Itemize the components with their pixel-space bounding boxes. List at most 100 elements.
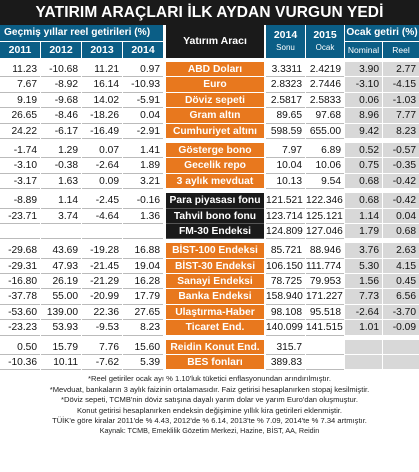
year-return-cell: -0.38 xyxy=(41,158,81,174)
year-return-cell: 0.50 xyxy=(0,340,40,356)
nominal-return-cell: 5.30 xyxy=(345,258,382,275)
year-header: 2013 xyxy=(82,42,122,58)
value-2015-cell xyxy=(306,340,344,356)
year-return-cell: -6.17 xyxy=(41,124,81,139)
value-2015-cell: 2.7446 xyxy=(306,77,344,93)
instrument-name: Sanayi Endeksi xyxy=(166,274,264,290)
year-return-cell: -23.23 xyxy=(0,320,40,336)
table-row: 0.50 15.79 7.76 15.60 Reidin Konut End. 315.7 xyxy=(0,339,419,356)
year-return-cell: -8.92 xyxy=(41,77,81,93)
nominal-return-cell: 0.06 xyxy=(345,92,382,109)
year-return-cell: 1.41 xyxy=(123,143,163,159)
value-2014-cell: 140.099 xyxy=(266,320,305,336)
footnotes: *Reel getiriler ocak ayı % 1.10'luk tüke… xyxy=(0,374,419,436)
instrument-name: Tahvil bono fonu xyxy=(166,208,264,224)
year-return-cell: -16.49 xyxy=(82,124,122,139)
year-return-cell: 11.21 xyxy=(82,62,122,78)
nominal-header: Nominal xyxy=(345,42,382,58)
instrument-name: BİST-30 Endeksi xyxy=(166,258,264,275)
year-return-cell: -9.53 xyxy=(82,320,122,336)
year-return-cell: 15.60 xyxy=(123,340,163,356)
real-return-cell: 2.63 xyxy=(383,243,419,259)
value-2014-cell: 123.714 xyxy=(266,209,305,224)
table-row: -53.60 139.00 22.36 27.65 Ulaştırma-Haber 98.… xyxy=(0,304,419,321)
real-return-cell: 2.77 xyxy=(383,62,419,78)
year-header: 2014 xyxy=(123,42,163,58)
year-return-cell: 7.76 xyxy=(82,340,122,356)
year-return-cell: -0.16 xyxy=(123,193,163,209)
year-return-cell: 9.19 xyxy=(0,93,40,109)
table-row: -23.71 3.74 -4.64 1.36 Tahvil bono fonu 123.7… xyxy=(0,208,419,224)
real-return-cell: 0.68 xyxy=(383,223,419,240)
source-note: Kaynak: TCMB, Emeklilik Gözetim Merkezi,… xyxy=(99,426,320,436)
year-return-cell: -16.80 xyxy=(0,274,40,290)
year-return-cell: 1.14 xyxy=(41,193,81,209)
nominal-return-cell: 3.76 xyxy=(345,243,382,259)
nominal-return-cell: 1.56 xyxy=(345,274,382,290)
footnote: *Mevduat, bankaların 3 aylık faizinin or… xyxy=(49,384,370,394)
real-return-cell: -4.15 xyxy=(383,77,419,93)
real-return-cell: -0.42 xyxy=(383,173,419,190)
year-return-cell: 10.11 xyxy=(41,355,81,371)
instrument-name: ABD Doları xyxy=(166,62,264,78)
nominal-return-cell: -3.10 xyxy=(345,77,382,93)
instrument-name: Gram altın xyxy=(166,108,264,124)
year-return-cell: -2.45 xyxy=(82,193,122,209)
col-2015-sub: Ocak xyxy=(315,43,335,52)
col-2014-label: 2014 xyxy=(273,29,298,41)
instrument-name: Reidin Konut End. xyxy=(166,339,264,356)
instrument-name: Cumhuriyet altını xyxy=(166,123,264,139)
year-return-cell: 55.00 xyxy=(41,289,81,305)
instrument-name: Döviz sepeti xyxy=(166,92,264,109)
year-return-cell: -10.36 xyxy=(0,355,40,371)
footnote: TÜİK'e göre kiralar 2011'de % 4.43, 2012… xyxy=(52,416,367,426)
table-row: -29.68 43.69 -19.28 16.88 BİST-100 Endeksi 85… xyxy=(0,243,419,259)
year-return-cell: 11.23 xyxy=(0,62,40,78)
year-return-cell: -8.89 xyxy=(0,193,40,209)
value-2015-cell: 6.89 xyxy=(306,143,344,159)
value-2014-cell: 121.521 xyxy=(266,193,305,209)
instrument-name: Ulaştırma-Haber xyxy=(166,304,264,321)
value-2014-cell: 3.3311 xyxy=(266,62,305,78)
real-return-cell: 0.04 xyxy=(383,208,419,224)
instrument-name: 3 aylık mevduat xyxy=(166,173,264,190)
value-2015-cell: 127.046 xyxy=(306,224,344,240)
year-return-cell: -21.29 xyxy=(82,274,122,290)
value-2015-cell: 122.346 xyxy=(306,193,344,209)
nominal-return-cell: 8.96 xyxy=(345,108,382,124)
year-return-cell: 1.29 xyxy=(41,143,81,159)
year-return-cell: -23.71 xyxy=(0,209,40,224)
year-return-cell: 26.19 xyxy=(41,274,81,290)
value-2015-cell: 88.946 xyxy=(306,243,344,259)
real-return-cell: 6.56 xyxy=(383,289,419,305)
col-2014-header: 2014 Sonu xyxy=(266,25,305,58)
table-row: -3.17 1.63 0.09 3.21 3 aylık mevduat 10.13 9.5… xyxy=(0,173,419,190)
year-return-cell: 47.93 xyxy=(41,259,81,275)
table-row: -1.74 1.29 0.07 1.41 Gösterge bono 7.97 6.89 0.… xyxy=(0,142,419,159)
instrument-header: Yatırım Aracı xyxy=(166,25,264,58)
table-group: -1.74 1.29 0.07 1.41 Gösterge bono 7.97 6.89 0.… xyxy=(0,142,419,190)
table-row: 24.22 -6.17 -16.49 -2.91 Cumhuriyet altını 59… xyxy=(0,123,419,139)
year-return-cell: -3.10 xyxy=(0,158,40,174)
real-return-cell: 4.15 xyxy=(383,258,419,275)
year-return-cell: -18.26 xyxy=(82,108,122,124)
value-2014-cell: 10.13 xyxy=(266,174,305,190)
value-2014-cell: 389.83 xyxy=(266,355,305,371)
year-return-cell: 0.97 xyxy=(123,62,163,78)
col-2014-sub: Sonu xyxy=(276,43,295,52)
value-2015-cell: 141.515 xyxy=(306,320,344,336)
table-group: -29.68 43.69 -19.28 16.88 BİST-100 Endeksi 85… xyxy=(0,243,419,336)
year-return-cell: -29.68 xyxy=(0,243,40,259)
instrument-name: Euro xyxy=(166,77,264,93)
year-return-cell: 1.36 xyxy=(123,209,163,224)
year-return-cell: 27.65 xyxy=(123,305,163,321)
year-return-cell: 0.07 xyxy=(82,143,122,159)
value-2015-cell: 655.00 xyxy=(306,124,344,139)
instrument-name: Gecelik repo xyxy=(166,158,264,174)
nominal-return-cell: 0.75 xyxy=(345,158,382,174)
year-return-cell: -37.78 xyxy=(0,289,40,305)
value-2015-cell: 125.121 xyxy=(306,209,344,224)
year-return-cell: 3.74 xyxy=(41,209,81,224)
year-return-cell: 53.93 xyxy=(41,320,81,336)
value-2015-cell: 10.06 xyxy=(306,158,344,174)
